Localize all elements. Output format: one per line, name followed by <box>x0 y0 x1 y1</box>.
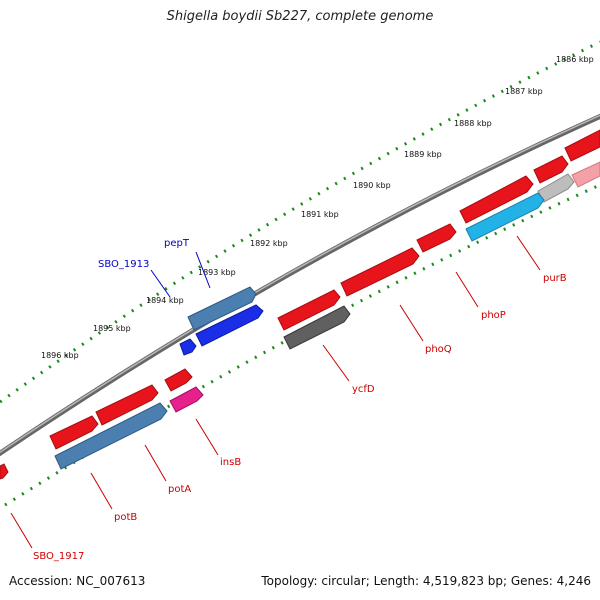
kbp-label: 1887 kbp <box>505 87 543 96</box>
gene-labels: pepT SBO_1913 purB phoP phoQ ycfD insB p… <box>33 238 567 562</box>
label-purB: purB <box>543 273 567 284</box>
gene-potB-blue[interactable] <box>54 402 168 470</box>
leader-lines <box>10 235 541 549</box>
kbp-label: 1890 kbp <box>353 181 391 190</box>
leader-SBO_1913 <box>150 269 171 298</box>
kbp-label: 1892 kbp <box>250 239 288 248</box>
leader-phoP <box>455 271 479 308</box>
leader-potA <box>144 444 167 482</box>
leader-purB <box>516 235 541 271</box>
kbp-label: 1886 kbp <box>556 55 594 64</box>
gene-purB[interactable] <box>465 192 545 242</box>
kbp-label: 1895 kbp <box>93 324 131 333</box>
inner-scale-ticks <box>4 183 600 507</box>
gene-pink-light[interactable] <box>571 161 600 188</box>
map-title: Shigella boydii Sb227, complete genome <box>166 9 434 24</box>
label-insB: insB <box>220 457 241 468</box>
gene-small-red[interactable] <box>164 368 193 392</box>
kbp-label: 1896 kbp <box>41 351 79 360</box>
label-ycfD: ycfD <box>352 384 375 395</box>
forward-genes <box>179 286 264 356</box>
genome-summary-text: Topology: circular; Length: 4,519,823 bp… <box>261 574 591 588</box>
kbp-label: 1889 kbp <box>404 150 442 159</box>
gene-purB-red[interactable] <box>533 155 569 184</box>
leader-potB <box>90 472 113 510</box>
gene-top-red-long[interactable] <box>459 175 534 224</box>
genome-backbone <box>0 113 600 457</box>
gene-small-blue[interactable] <box>179 338 197 356</box>
scale-labels: 1886 kbp 1887 kbp 1888 kbp 1889 kbp 1890… <box>41 55 594 360</box>
gene-phoQ[interactable] <box>340 247 420 297</box>
gene-insB[interactable] <box>169 386 204 413</box>
label-phoQ: phoQ <box>425 344 452 355</box>
gene-pepT[interactable] <box>187 286 257 331</box>
gene-mid-red[interactable] <box>277 289 341 331</box>
leader-SBO_1917 <box>10 512 33 549</box>
gene-left-red[interactable] <box>49 415 99 450</box>
label-SBO_1913: SBO_1913 <box>98 259 149 270</box>
gene-SBO_1917[interactable] <box>0 463 9 480</box>
label-SBO_1917: SBO_1917 <box>33 551 84 562</box>
gene-potA-red[interactable] <box>95 384 159 426</box>
genome-backbone-highlight <box>0 114 600 454</box>
leader-pepT <box>195 251 211 289</box>
kbp-label: 1893 kbp <box>198 268 236 277</box>
gene-SBO_1913[interactable] <box>195 304 264 347</box>
leader-ycfD <box>322 344 350 382</box>
kbp-label: 1891 kbp <box>301 210 339 219</box>
leader-phoQ <box>399 304 424 342</box>
gene-phoP[interactable] <box>416 223 457 253</box>
kbp-label: 1894 kbp <box>146 296 184 305</box>
kbp-label: 1888 kbp <box>454 119 492 128</box>
label-potB: potB <box>114 512 137 523</box>
reverse-genes <box>0 129 600 480</box>
leader-insB <box>195 418 219 456</box>
label-pepT: pepT <box>164 238 190 249</box>
label-potA: potA <box>168 484 191 495</box>
label-phoP: phoP <box>481 310 506 321</box>
gene-ycfD[interactable] <box>283 305 351 350</box>
gene-far-right-red[interactable] <box>564 129 600 162</box>
accession-text: Accession: NC_007613 <box>9 574 146 588</box>
